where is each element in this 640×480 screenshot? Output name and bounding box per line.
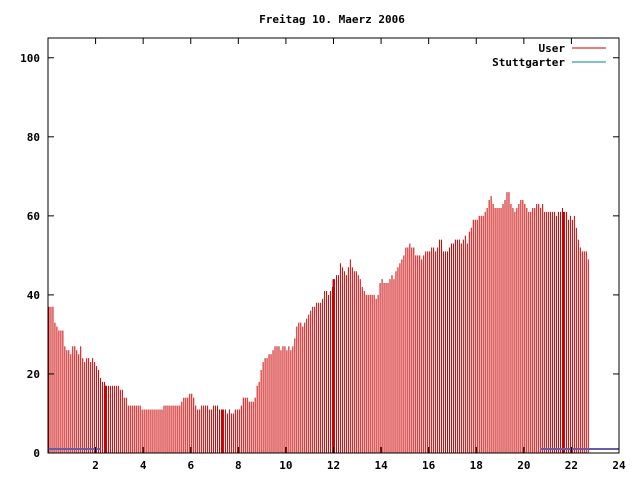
x-tick-label: 24: [612, 459, 626, 472]
legend-label-user: User: [539, 42, 566, 55]
x-tick-label: 4: [140, 459, 147, 472]
x-tick-label: 22: [565, 459, 578, 472]
x-tick-label: 18: [470, 459, 483, 472]
x-tick-label: 20: [517, 459, 530, 472]
y-tick-label: 60: [27, 210, 40, 223]
chart-title: Freitag 10. Maerz 2006: [259, 13, 405, 26]
legend-label-stuttgarter: Stuttgarter: [492, 56, 565, 69]
y-tick-label: 40: [27, 289, 40, 302]
highlight-bars: [104, 211, 565, 453]
x-tick-label: 10: [279, 459, 292, 472]
series-user-bars: [48, 192, 589, 453]
x-tick-label: 6: [187, 459, 194, 472]
x-tick-label: 16: [422, 459, 436, 472]
x-tick-label: 8: [235, 459, 242, 472]
y-tick-label: 100: [20, 52, 40, 65]
y-tick-label: 20: [27, 368, 40, 381]
x-tick-label: 2: [92, 459, 99, 472]
y-tick-label: 0: [33, 447, 40, 460]
x-axis: 2 4 6 8 10 12 14 16 18 20 22 24: [92, 38, 626, 472]
y-tick-label: 80: [27, 131, 40, 144]
y-axis: 0 20 40 60 80 100: [20, 52, 619, 460]
x-tick-label: 12: [327, 459, 340, 472]
x-tick-label: 14: [374, 459, 388, 472]
legend: User Stuttgarter: [492, 42, 606, 69]
